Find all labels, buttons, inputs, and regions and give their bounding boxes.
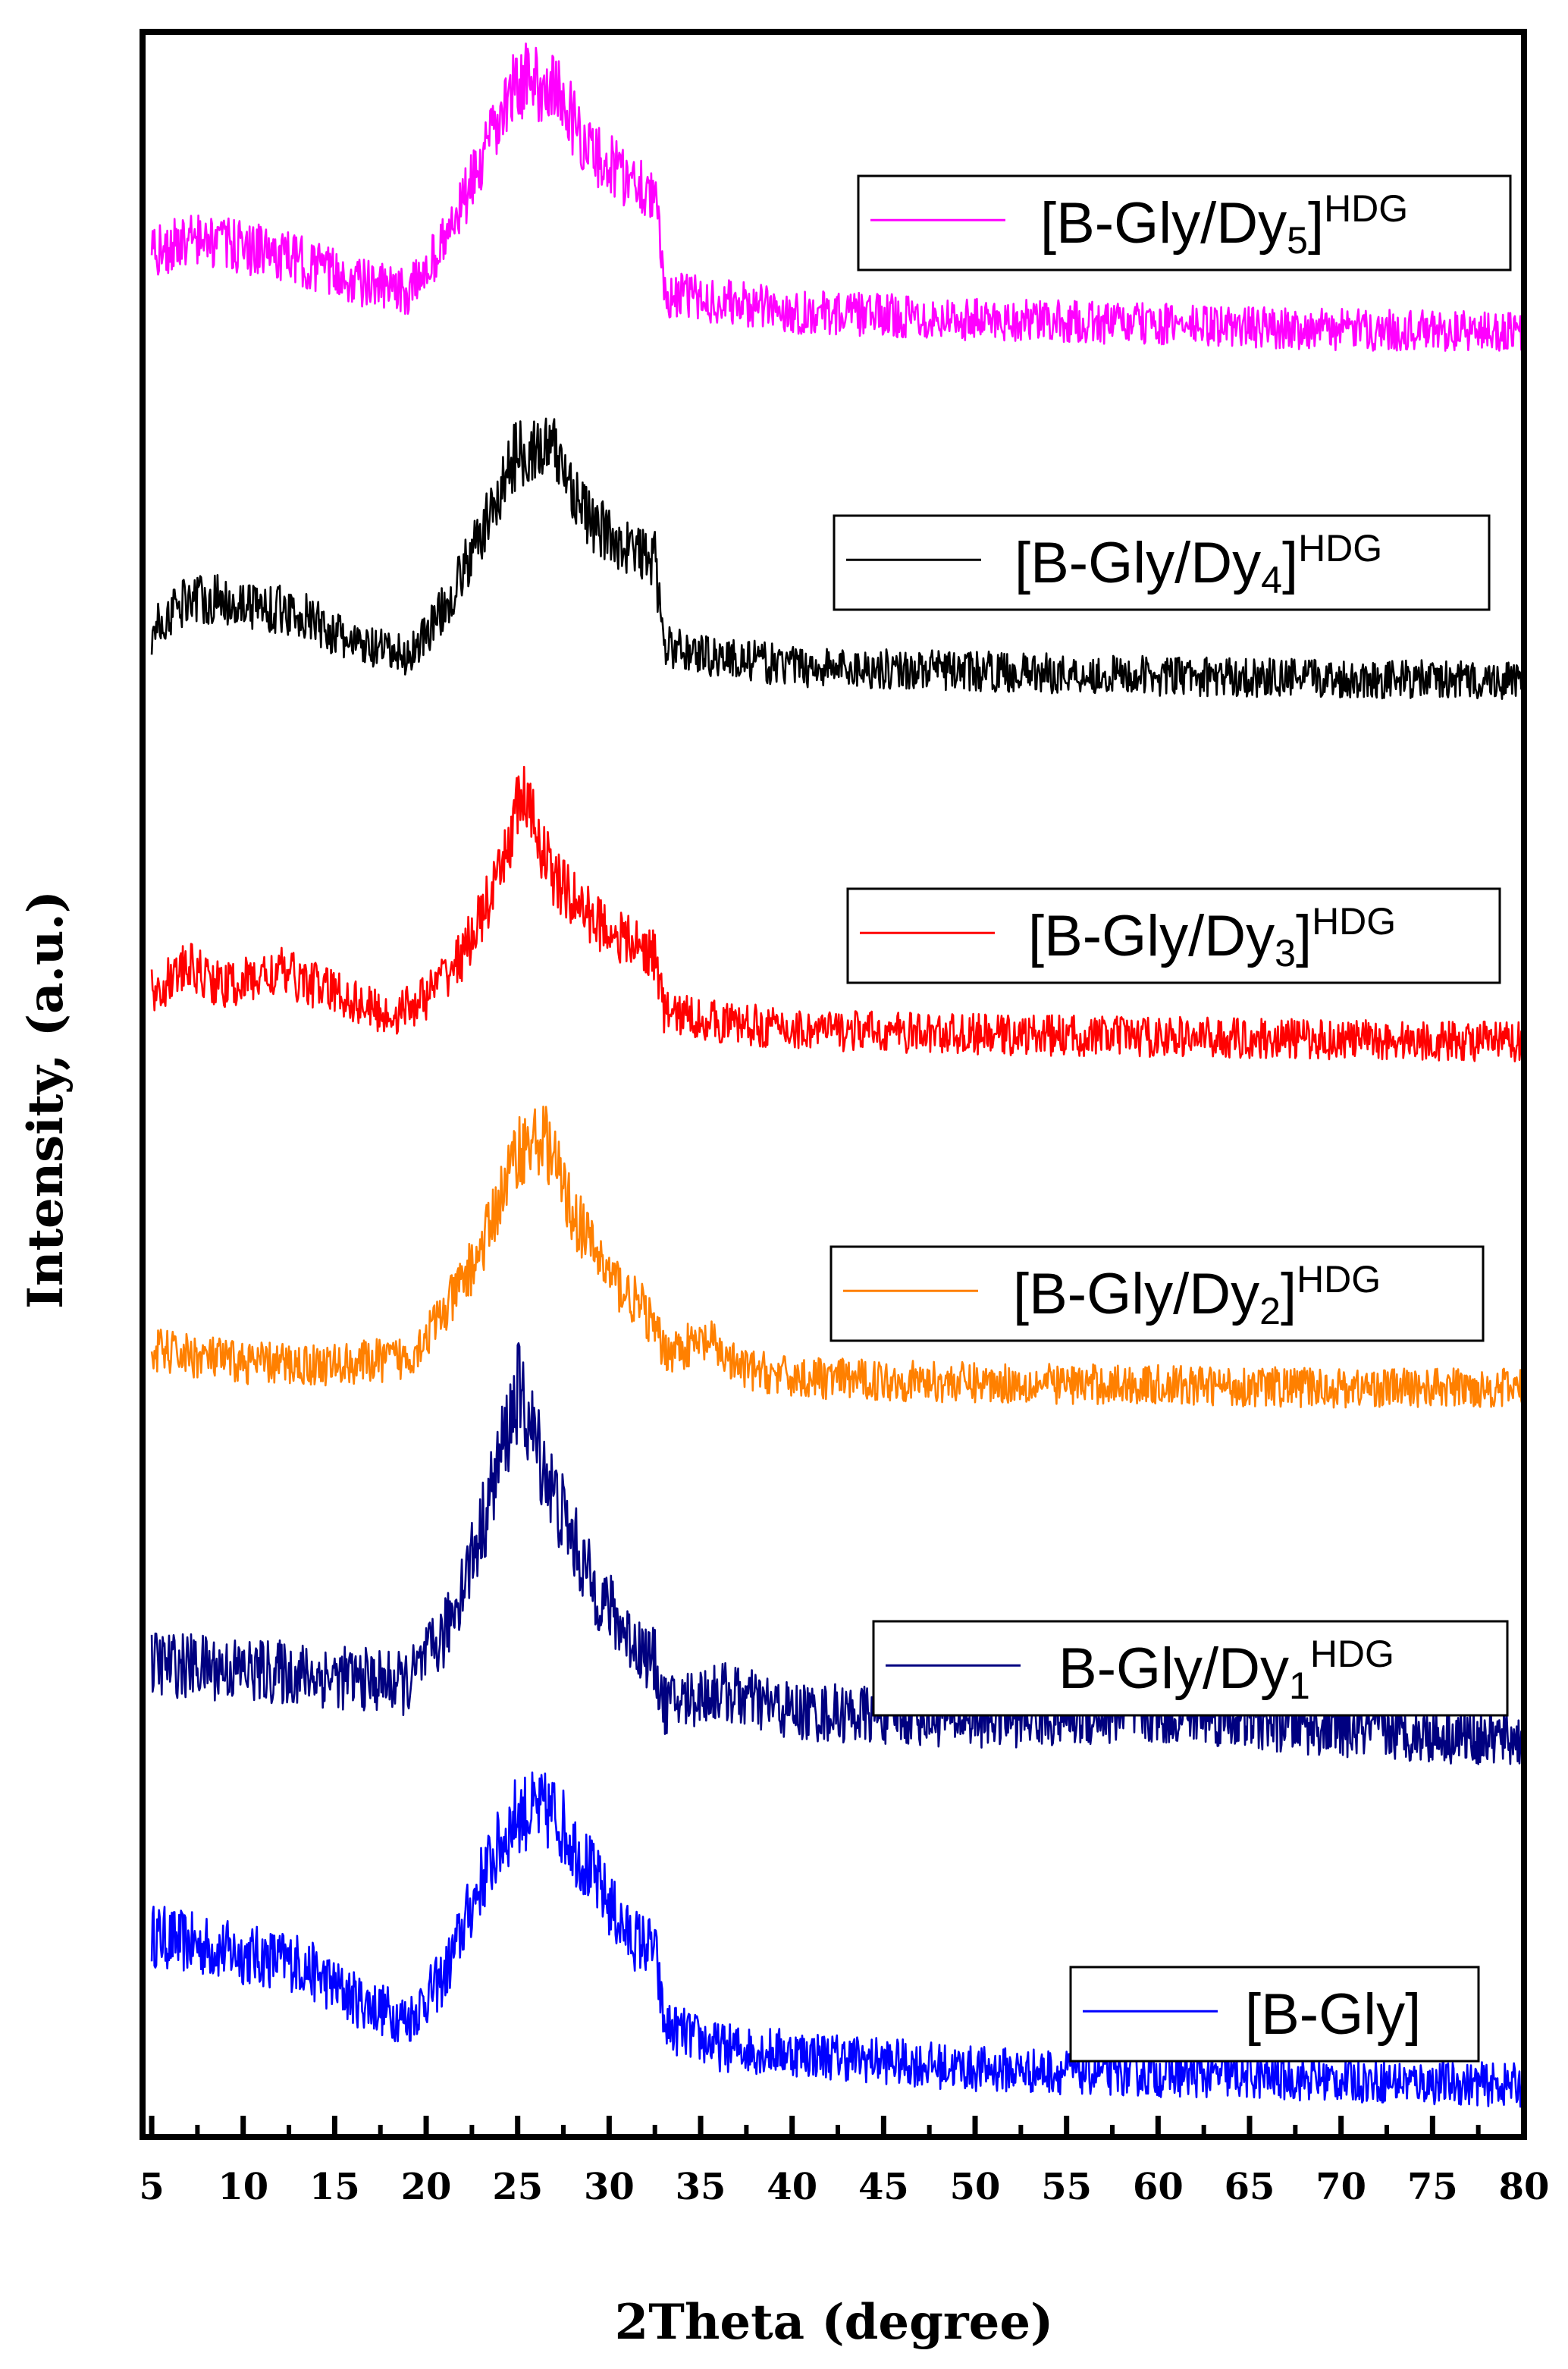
legend-label-base: [B-Gly/Dy bbox=[1013, 1262, 1259, 1326]
legend-box bbox=[1069, 1966, 1480, 2063]
legend-label: [B-Gly/Dy4]HDG bbox=[1014, 527, 1382, 601]
legend-label-bracket: ] bbox=[1296, 904, 1312, 968]
legend-box bbox=[857, 174, 1512, 271]
legend-label-subscript: 3 bbox=[1275, 932, 1296, 974]
x-axis-title: 2Theta (degree) bbox=[615, 2294, 1054, 2351]
x-tick-label: 75 bbox=[1407, 2166, 1458, 2208]
legend-entry: B-Gly/Dy1HDG bbox=[872, 1620, 1509, 1717]
x-tick-label: 15 bbox=[309, 2166, 360, 2208]
x-tick-label: 10 bbox=[218, 2166, 268, 2208]
legend-entry: [B-Gly] bbox=[1069, 1966, 1480, 2063]
legend-label-base: [B-Gly] bbox=[1245, 1982, 1421, 2047]
legend-label-superscript: HDG bbox=[1324, 187, 1408, 230]
series-line bbox=[150, 765, 1526, 1062]
legend-label: B-Gly/Dy1HDG bbox=[1058, 1633, 1394, 1707]
legend-entry: [B-Gly/Dy3]HDG bbox=[846, 887, 1501, 984]
legend-box bbox=[833, 514, 1491, 611]
legend-label-superscript: HDG bbox=[1298, 527, 1382, 570]
x-tick-label: 65 bbox=[1225, 2166, 1275, 2208]
legend-box bbox=[872, 1620, 1509, 1717]
series-layer bbox=[150, 42, 1526, 2108]
x-tick-label: 20 bbox=[401, 2166, 452, 2208]
legend-label-base: [B-Gly/Dy bbox=[1040, 191, 1287, 256]
legend-label-bracket: ] bbox=[1282, 531, 1298, 595]
series-line bbox=[150, 1771, 1526, 2108]
legend-label: [B-Gly] bbox=[1245, 1982, 1421, 2047]
legend-label-bracket: ] bbox=[1281, 1262, 1297, 1326]
legend-label: [B-Gly/Dy2]HDG bbox=[1013, 1258, 1381, 1332]
legend-box bbox=[846, 887, 1501, 984]
x-tick-label: 40 bbox=[767, 2166, 817, 2208]
series-line bbox=[150, 1342, 1526, 1765]
legend-label-subscript: 1 bbox=[1289, 1665, 1310, 1707]
legend-entry: [B-Gly/Dy5]HDG bbox=[857, 174, 1512, 271]
legend-label-subscript: 5 bbox=[1287, 219, 1308, 262]
legend-label: [B-Gly/Dy5]HDG bbox=[1040, 187, 1408, 262]
x-tick-label: 80 bbox=[1499, 2166, 1550, 2208]
x-tick-label: 35 bbox=[676, 2166, 726, 2208]
series-line bbox=[150, 417, 1526, 700]
x-tick-label: 50 bbox=[950, 2166, 1001, 2208]
legend-label-subscript: 2 bbox=[1259, 1290, 1281, 1332]
legend-label: [B-Gly/Dy3]HDG bbox=[1028, 900, 1396, 974]
legend-box bbox=[829, 1245, 1485, 1342]
series-line bbox=[150, 42, 1526, 352]
x-tick-label: 5 bbox=[139, 2166, 164, 2208]
x-tick-label: 45 bbox=[858, 2166, 909, 2208]
series-line bbox=[150, 1106, 1526, 1409]
legend-label-superscript: HDG bbox=[1312, 900, 1396, 943]
y-axis-title: Intensity, (a.u.) bbox=[17, 890, 74, 1309]
legend-label-base: [B-Gly/Dy bbox=[1028, 904, 1275, 968]
x-tick-label: 70 bbox=[1316, 2166, 1366, 2208]
legend-label-bracket: ] bbox=[1308, 191, 1324, 256]
x-tick-label: 60 bbox=[1133, 2166, 1184, 2208]
legend-label-base: B-Gly/Dy bbox=[1058, 1636, 1289, 1701]
legend-label-base: [B-Gly/Dy bbox=[1014, 531, 1261, 595]
x-tick-label: 55 bbox=[1041, 2166, 1092, 2208]
legend-label-subscript: 4 bbox=[1261, 559, 1282, 601]
plot-frame bbox=[140, 29, 1527, 2140]
legend-entry: [B-Gly/Dy2]HDG bbox=[829, 1245, 1485, 1342]
legend-layer: [B-Gly]B-Gly/Dy1HDG[B-Gly/Dy2]HDG[B-Gly/… bbox=[829, 174, 1512, 2063]
legend-entry: [B-Gly/Dy4]HDG bbox=[833, 514, 1491, 611]
legend-label-superscript: HDG bbox=[1310, 1633, 1394, 1675]
x-tick-label: 30 bbox=[584, 2166, 635, 2208]
x-tick-label: 25 bbox=[492, 2166, 543, 2208]
legend-label-superscript: HDG bbox=[1297, 1258, 1381, 1301]
x-axis-ticks: 5 10 15 20 25 30 35 40 45 50 55 60 65 70 75 80 bbox=[139, 2116, 1549, 2208]
